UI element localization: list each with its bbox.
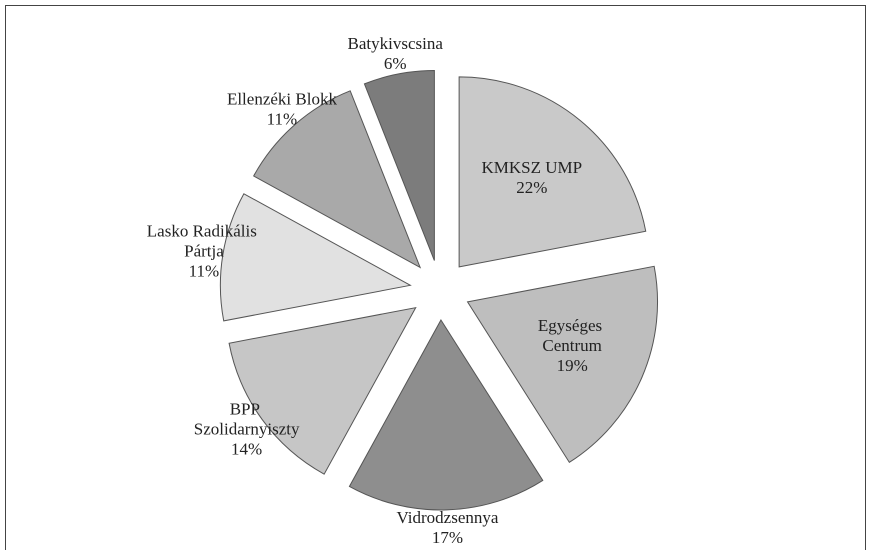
pie-slice	[363, 70, 435, 261]
pie-slice	[348, 319, 544, 511]
slice-value-label: 19%	[557, 356, 588, 375]
pie-slice	[219, 193, 412, 322]
slice-value-label: 11%	[189, 262, 220, 281]
pie-slice	[458, 76, 647, 268]
frame	[5, 5, 866, 550]
slice-label: Ellenzéki Blokk	[227, 90, 338, 109]
slice-value-label: 6%	[384, 54, 407, 73]
slice-value-label: 17%	[432, 528, 463, 547]
slice-label: Lasko Radikális Pártja	[147, 222, 261, 261]
pie-slice	[466, 265, 659, 464]
slice-label: Vidrodzsennya	[397, 508, 499, 527]
slice-label: KMKSZ UMP	[481, 158, 582, 177]
slice-value-label: 14%	[231, 439, 262, 458]
slice-label: Egységes Centrum	[538, 316, 606, 355]
slice-value-label: 11%	[267, 110, 298, 129]
pie-slice	[228, 306, 417, 475]
slice-label: BPP Szolidarnyiszty	[194, 399, 300, 438]
slice-label: Batykivscsina	[348, 34, 444, 53]
pie-slice	[252, 90, 422, 269]
slice-value-label: 22%	[516, 178, 547, 197]
